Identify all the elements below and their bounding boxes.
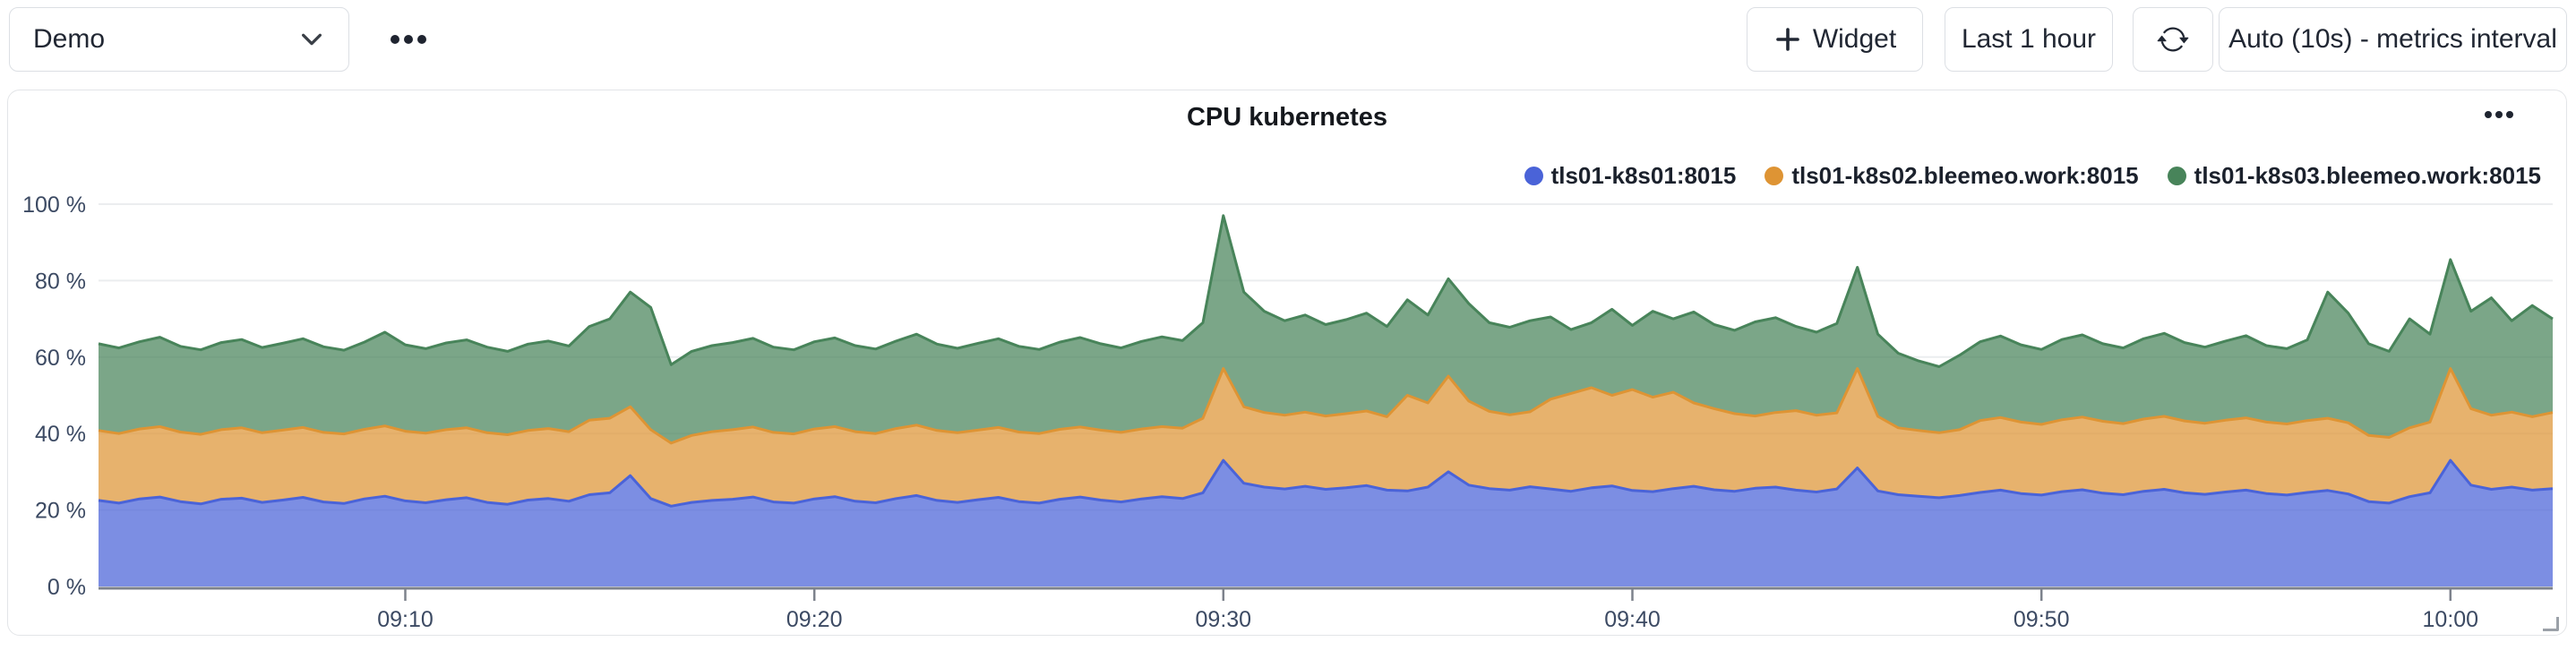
chevron-down-icon [298,26,325,53]
ellipsis-icon [389,35,429,44]
legend-label: tls01-k8s02.bleemeo.work:8015 [1791,161,2139,189]
legend-item-k8s02[interactable]: tls01-k8s02.bleemeo.work:8015 [1765,161,2139,190]
dashboard-select-value: Demo [33,24,106,54]
legend-item-k8s03[interactable]: tls01-k8s03.bleemeo.work:8015 [2167,161,2541,190]
legend-label: tls01-k8s03.bleemeo.work:8015 [2194,161,2541,189]
add-widget-button[interactable]: Widget [1747,7,1923,72]
add-widget-label: Widget [1812,24,1897,54]
dashboard-more-button[interactable] [371,7,446,72]
series-dot-icon [1524,166,1543,185]
metrics-interval-label: Auto (10s) - metrics interval [2228,24,2557,54]
plus-icon [1773,25,1802,54]
chart-title: CPU kubernetes [1186,103,1387,132]
series-dot-icon [2167,166,2186,185]
chart-more-button[interactable] [2468,97,2530,133]
metrics-interval-button[interactable]: Auto (10s) - metrics interval [2219,7,2567,72]
chart-card: CPU kubernetes tls01-k8s01:8015 tls01-k8… [7,90,2567,636]
time-range-label: Last 1 hour [1961,24,2097,54]
refresh-button[interactable] [2133,7,2213,72]
legend-item-k8s01[interactable]: tls01-k8s01:8015 [1524,161,1737,190]
chart-legend: tls01-k8s01:8015 tls01-k8s02.bleemeo.wor… [1524,158,2541,193]
legend-label: tls01-k8s01:8015 [1550,161,1737,189]
time-range-button[interactable]: Last 1 hour [1945,7,2113,72]
dashboard-select[interactable]: Demo [9,7,349,72]
ellipsis-icon [2483,111,2515,118]
card-resize-handle[interactable] [2543,617,2559,631]
series-dot-icon [1765,166,1784,185]
refresh-icon [2157,23,2189,56]
